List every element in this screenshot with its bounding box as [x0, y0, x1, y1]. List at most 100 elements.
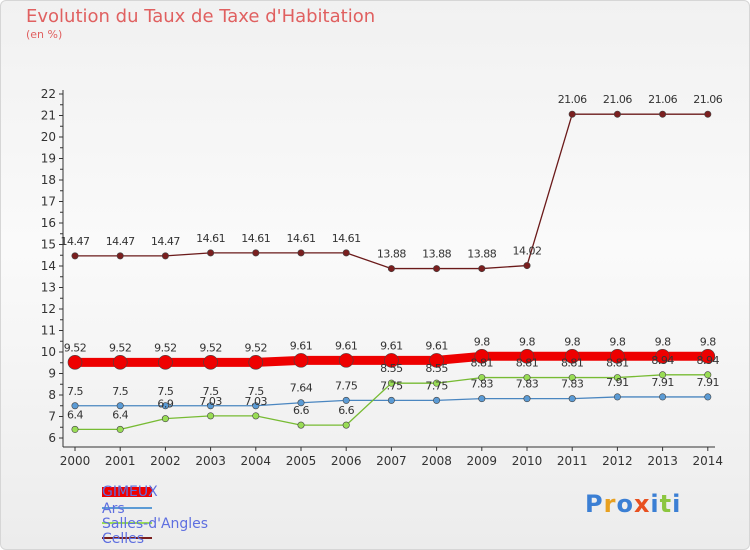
- data-point-salles-d-angles: [659, 371, 667, 379]
- data-label-celles: 21.06: [648, 93, 677, 106]
- data-point-ars: [252, 402, 260, 410]
- x-tick-label: 2005: [286, 454, 317, 468]
- data-point-gimeux: [112, 355, 128, 370]
- data-label-salles-d-angles: 8.94: [697, 354, 720, 367]
- data-label-ars: 7.83: [516, 378, 539, 391]
- y-tick-label: 20: [41, 130, 56, 144]
- data-label-gimeux: 9.8: [655, 335, 671, 348]
- data-point-celles: [478, 265, 486, 273]
- data-point-celles: [342, 249, 350, 257]
- x-tick-label: 2006: [331, 454, 362, 468]
- data-point-gimeux: [429, 353, 444, 368]
- y-tick-label: 7: [48, 410, 56, 424]
- data-point-gimeux: [655, 348, 670, 364]
- data-label-ars: 7.64: [290, 382, 313, 395]
- y-tick-label: 16: [41, 216, 56, 230]
- data-point-celles: [71, 252, 79, 260]
- data-label-salles-d-angles: 6.6: [338, 404, 354, 417]
- x-tick-label: 2001: [105, 454, 136, 468]
- y-tick-label: 8: [48, 388, 56, 402]
- data-label-salles-d-angles: 8.81: [561, 357, 584, 370]
- data-point-salles-d-angles: [252, 412, 260, 420]
- y-tick-label: 11: [41, 324, 56, 338]
- data-label-gimeux: 9.61: [425, 339, 448, 352]
- data-label-celles: 21.06: [558, 93, 587, 106]
- x-tick-label: 2008: [421, 454, 452, 468]
- x-tick-label: 2002: [150, 454, 181, 468]
- data-point-salles-d-angles: [116, 425, 124, 433]
- data-point-salles-d-angles: [207, 412, 215, 420]
- logo-letter: r: [603, 490, 617, 518]
- data-label-gimeux: 9.52: [64, 341, 87, 354]
- data-label-celles: 21.06: [603, 93, 632, 106]
- data-label-salles-d-angles: 8.81: [471, 357, 494, 370]
- data-point-celles: [116, 252, 124, 260]
- legend-item-salles-dangles: Salles-d'Angles: [102, 516, 209, 532]
- data-label-ars: 7.75: [380, 379, 403, 392]
- data-label-celles: 14.61: [332, 232, 361, 245]
- data-label-gimeux: 9.61: [380, 339, 403, 352]
- data-point-salles-d-angles: [342, 421, 350, 429]
- x-tick-label: 2003: [195, 454, 226, 468]
- data-point-gimeux: [248, 355, 264, 370]
- y-tick-label: 10: [41, 345, 56, 359]
- y-tick-label: 9: [48, 367, 56, 381]
- data-label-ars: 7.5: [157, 385, 173, 398]
- data-point-gimeux: [700, 348, 716, 364]
- y-tick-label: 12: [41, 302, 56, 316]
- data-point-ars: [161, 402, 169, 410]
- data-label-ars: 7.91: [697, 376, 720, 389]
- data-label-salles-d-angles: 8.94: [651, 354, 674, 367]
- plot-area: 14.47 14.47 14.47 14.61 14.61 14.61 14.61 13.88…: [61, 93, 723, 433]
- data-point-celles: [659, 110, 667, 118]
- data-point-celles: [704, 110, 712, 118]
- logo-letter: o: [616, 490, 634, 518]
- data-point-ars: [433, 396, 441, 404]
- data-point-salles-d-angles: [478, 374, 486, 382]
- data-point-celles: [387, 265, 395, 273]
- y-tick-label: 18: [41, 173, 56, 187]
- proxiti-logo: Proxiti: [585, 490, 681, 518]
- y-tick-label: 22: [41, 87, 56, 101]
- data-label-salles-d-angles: 8.55: [425, 362, 448, 375]
- data-label-celles: 14.47: [151, 235, 180, 248]
- data-label-gimeux: 9.8: [564, 335, 580, 348]
- data-label-ars: 7.5: [203, 385, 219, 398]
- data-point-gimeux: [158, 355, 173, 370]
- x-tick-label: 2013: [647, 454, 678, 468]
- data-label-ars: 7.91: [606, 376, 629, 389]
- data-point-ars: [342, 396, 350, 404]
- data-label-gimeux: 9.52: [199, 341, 222, 354]
- data-point-ars: [387, 396, 395, 404]
- data-label-salles-d-angles: 8.81: [606, 357, 629, 370]
- data-label-celles: 13.88: [377, 248, 406, 261]
- data-point-ars: [523, 395, 531, 403]
- data-point-gimeux: [474, 348, 490, 364]
- y-tick-label: 17: [41, 195, 56, 209]
- data-point-celles: [613, 110, 621, 118]
- data-label-gimeux: 9.8: [519, 335, 535, 348]
- data-point-gimeux: [338, 353, 354, 368]
- x-tick-label: 2007: [376, 454, 407, 468]
- logo-letter: P: [585, 490, 604, 518]
- data-point-ars: [659, 393, 667, 401]
- data-point-salles-d-angles: [613, 374, 621, 382]
- y-tick-label: 6: [48, 431, 56, 445]
- y-tick-label: 14: [41, 259, 56, 273]
- y-tick-label: 21: [41, 109, 56, 123]
- data-label-ars: 7.5: [67, 385, 83, 398]
- data-point-celles: [161, 252, 169, 260]
- data-point-ars: [704, 393, 712, 401]
- data-label-celles: 14.47: [106, 235, 135, 248]
- y-tick-label: 19: [41, 152, 56, 166]
- data-label-salles-d-angles: 8.55: [380, 362, 403, 375]
- data-label-ars: 7.91: [651, 376, 674, 389]
- data-label-gimeux: 9.61: [290, 339, 313, 352]
- data-label-ars: 7.83: [471, 378, 494, 391]
- data-label-celles: 14.61: [287, 232, 316, 245]
- data-point-gimeux: [293, 353, 309, 368]
- data-label-celles: 14.61: [241, 232, 270, 245]
- data-point-salles-d-angles: [704, 371, 712, 379]
- x-tick-label: 2012: [602, 454, 633, 468]
